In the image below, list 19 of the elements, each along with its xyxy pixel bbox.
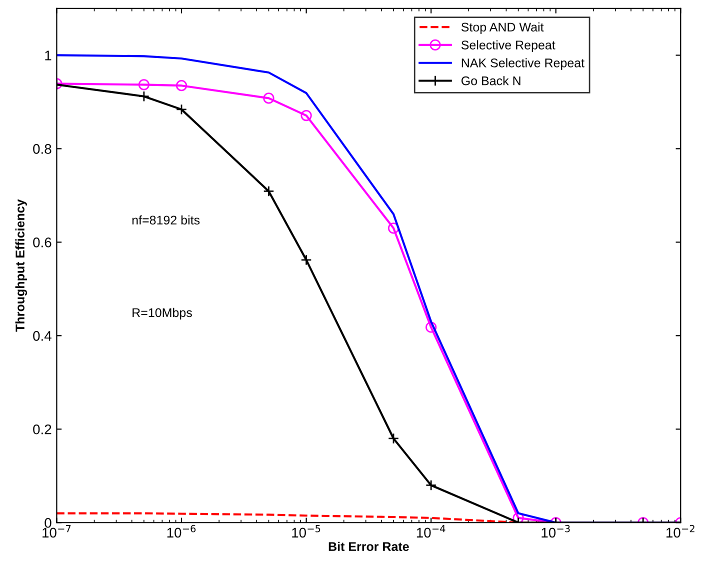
- legend-label: Selective Repeat: [461, 40, 556, 52]
- annotation: nf=8192 bits: [132, 215, 200, 225]
- x-tick-label: 10$^{−6}$: [167, 524, 196, 538]
- x-tick-label: 10$^{−4}$: [416, 525, 446, 538]
- legend-label: NAK Selective Repeat: [462, 58, 584, 70]
- x-axis-title: Bit Error Rate: [328, 542, 409, 552]
- y-axis-title: Throughput Efficiency: [15, 199, 27, 332]
- x-tick-label: 10$^{−3}$: [542, 524, 570, 538]
- y-tick-label: 0: [44, 518, 52, 528]
- annotation: R=10Mbps: [132, 308, 192, 320]
- x-tick-label: 10$^{−2}$: [666, 524, 694, 538]
- legend-label: Go Back N: [462, 76, 520, 86]
- y-tick-label: 0.4: [33, 330, 52, 341]
- y-tick-label: 0.6: [33, 238, 52, 248]
- y-tick-label: 0.8: [33, 144, 52, 154]
- x-tick-label: 10$^{−5}$: [292, 525, 320, 538]
- legend-label: Stop AND Wait: [461, 22, 544, 34]
- y-tick-label: 0.2: [33, 424, 52, 434]
- y-tick-label: 1: [45, 50, 52, 60]
